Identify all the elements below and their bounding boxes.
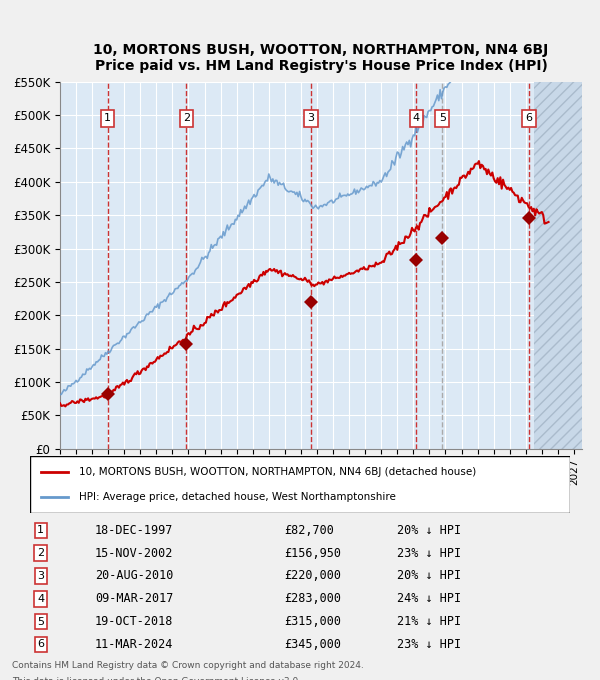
Text: 23% ↓ HPI: 23% ↓ HPI [397, 638, 461, 651]
Text: 11-MAR-2024: 11-MAR-2024 [95, 638, 173, 651]
Title: 10, MORTONS BUSH, WOOTTON, NORTHAMPTON, NN4 6BJ
Price paid vs. HM Land Registry': 10, MORTONS BUSH, WOOTTON, NORTHAMPTON, … [94, 44, 548, 73]
Bar [534, 82, 582, 449]
Text: 19-OCT-2018: 19-OCT-2018 [95, 615, 173, 628]
Text: 3: 3 [37, 571, 44, 581]
Text: 6: 6 [526, 114, 532, 123]
Text: 4: 4 [37, 594, 44, 604]
Text: 20% ↓ HPI: 20% ↓ HPI [397, 569, 461, 583]
Text: 6: 6 [37, 639, 44, 649]
Text: 20-AUG-2010: 20-AUG-2010 [95, 569, 173, 583]
Text: 21% ↓ HPI: 21% ↓ HPI [397, 615, 461, 628]
Text: 1: 1 [37, 525, 44, 535]
Text: 20% ↓ HPI: 20% ↓ HPI [397, 524, 461, 537]
Text: 3: 3 [308, 114, 314, 123]
Text: £283,000: £283,000 [284, 592, 341, 605]
Text: £220,000: £220,000 [284, 569, 341, 583]
Text: 5: 5 [439, 114, 446, 123]
Text: 1: 1 [104, 114, 111, 123]
Text: 15-NOV-2002: 15-NOV-2002 [95, 547, 173, 560]
FancyBboxPatch shape [30, 456, 570, 513]
Text: Contains HM Land Registry data © Crown copyright and database right 2024.: Contains HM Land Registry data © Crown c… [12, 661, 364, 670]
Text: 23% ↓ HPI: 23% ↓ HPI [397, 547, 461, 560]
Text: 10, MORTONS BUSH, WOOTTON, NORTHAMPTON, NN4 6BJ (detached house): 10, MORTONS BUSH, WOOTTON, NORTHAMPTON, … [79, 466, 476, 477]
Text: 18-DEC-1997: 18-DEC-1997 [95, 524, 173, 537]
Text: 5: 5 [37, 617, 44, 626]
Text: 2: 2 [37, 548, 44, 558]
Text: £315,000: £315,000 [284, 615, 341, 628]
Text: £345,000: £345,000 [284, 638, 341, 651]
Text: 09-MAR-2017: 09-MAR-2017 [95, 592, 173, 605]
Text: HPI: Average price, detached house, West Northamptonshire: HPI: Average price, detached house, West… [79, 492, 395, 503]
Text: £82,700: £82,700 [284, 524, 334, 537]
Text: 2: 2 [183, 114, 190, 123]
Text: 24% ↓ HPI: 24% ↓ HPI [397, 592, 461, 605]
Text: £156,950: £156,950 [284, 547, 341, 560]
Text: This data is licensed under the Open Government Licence v3.0.: This data is licensed under the Open Gov… [12, 677, 301, 680]
Text: 4: 4 [413, 114, 420, 123]
Bar [60, 82, 107, 449]
